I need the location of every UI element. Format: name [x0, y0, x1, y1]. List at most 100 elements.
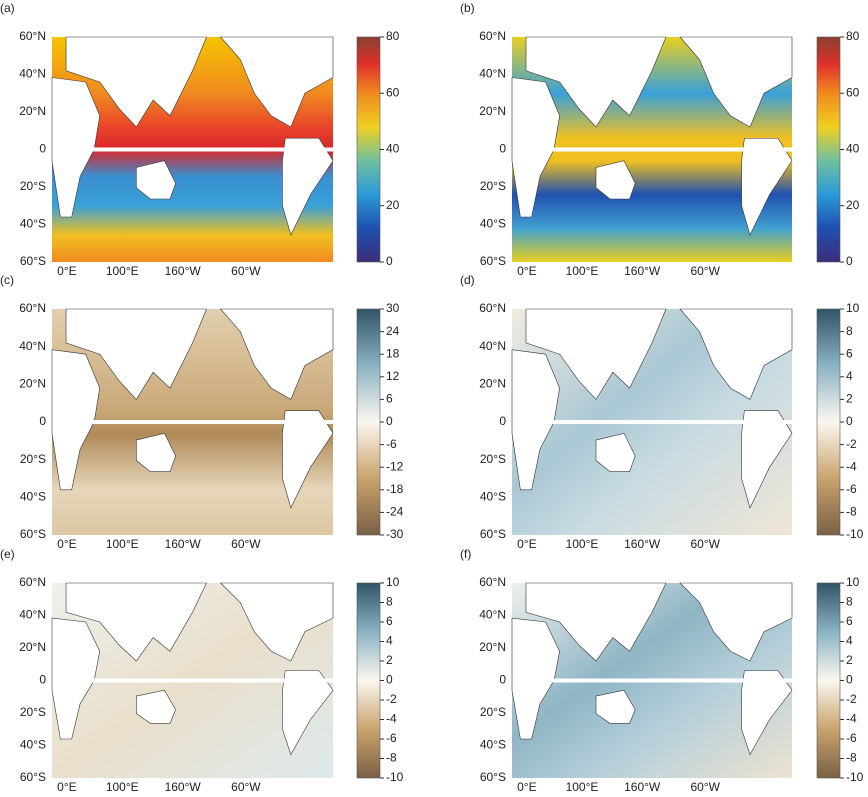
colorbar-tick-label: 18: [386, 346, 400, 360]
colorbar-tick-label: 20: [846, 198, 860, 212]
colorbar-tick-label: 6: [846, 614, 853, 628]
lat-tick-label: 40°S: [480, 738, 506, 752]
colorbar-tick-label: 0: [386, 254, 393, 268]
colorbar-tick-label: 0: [386, 673, 393, 687]
lat-tick-label: 60°N: [479, 29, 506, 43]
equator-band: [534, 147, 792, 152]
colorbar-tick-label: -4: [846, 712, 857, 726]
landmass: [679, 308, 793, 400]
lat-tick-label: 40°N: [19, 608, 46, 622]
colorbar-tick-label: -10: [386, 770, 404, 784]
lat-tick-label: 20°N: [19, 104, 46, 118]
colorbar-tick-label: -6: [386, 731, 397, 745]
lon-tick-label: 100°E: [566, 264, 599, 278]
lat-tick-label: 60°S: [20, 254, 46, 268]
panel: (c) 60°N 40°N 20°N 0 20°S 40°S 60°S 0°E 100°E 160°…: [0, 273, 404, 551]
lat-tick-label: 0: [499, 414, 506, 428]
lon-tick-label: 100°E: [106, 264, 139, 278]
landmass: [595, 160, 636, 200]
lat-tick-label: 20°N: [479, 640, 506, 654]
colorbar-tick-label: -24: [386, 505, 404, 519]
landmass: [136, 160, 176, 200]
panel-label: (e): [0, 547, 15, 561]
lat-tick-label: 40°S: [480, 490, 506, 504]
equator-band: [74, 147, 333, 152]
colorbar-tick-label: 2: [386, 653, 393, 667]
lat-tick-label: 60°N: [19, 29, 46, 43]
panel-label: (c): [0, 273, 14, 287]
colorbar-tick-label: -2: [846, 692, 857, 706]
colorbar-tick-label: 0: [846, 414, 853, 428]
lon-tick-label: 100°E: [106, 537, 139, 551]
landmass: [282, 137, 334, 236]
colorbar-tick-label: 6: [386, 392, 393, 406]
lon-tick-label: 60°W: [231, 264, 261, 278]
colorbar-tick-label: 60: [846, 85, 860, 99]
lat-tick-label: 60°S: [20, 527, 46, 541]
colorbar-tick-label: -8: [846, 751, 857, 765]
colorbar-tick-label: 8: [386, 595, 393, 609]
landmass: [219, 308, 334, 400]
landmass: [595, 689, 636, 724]
colorbar-tick-label: 6: [846, 346, 853, 360]
lon-tick-label: 60°W: [690, 537, 720, 551]
colorbar: [816, 308, 841, 536]
lat-tick-label: 40°N: [19, 339, 46, 353]
lat-tick-label: 0: [39, 414, 46, 428]
colorbar-tick-label: 0: [846, 254, 853, 268]
landmass: [219, 582, 334, 662]
lat-tick-label: 0: [499, 142, 506, 156]
lon-tick-label: 0°E: [517, 537, 536, 551]
lon-tick-label: 160°W: [165, 264, 202, 278]
lat-tick-label: 60°N: [19, 575, 46, 589]
colorbar-tick-label: -8: [846, 505, 857, 519]
lat-tick-label: 60°S: [480, 770, 506, 784]
landmass: [65, 308, 207, 400]
colorbar-tick-label: 8: [846, 595, 853, 609]
colorbar: [356, 582, 381, 779]
lat-tick-label: 20°N: [479, 377, 506, 391]
colorbar-tick-label: 4: [846, 634, 853, 648]
colorbar-tick-label: 40: [386, 142, 400, 156]
landmass: [525, 582, 667, 662]
colorbar: [356, 36, 381, 263]
landmass: [511, 77, 560, 218]
landmass: [219, 36, 334, 128]
lon-tick-label: 100°E: [566, 537, 599, 551]
lat-tick-label: 40°S: [480, 217, 506, 231]
colorbar-tick-label: -10: [846, 770, 864, 784]
lat-tick-label: 60°S: [480, 527, 506, 541]
panel: (e) 60°N 40°N 20°N 0 20°S 40°S 60°S 0°E 100°E 160°…: [0, 547, 404, 794]
landmass: [525, 308, 667, 400]
lat-tick-label: 60°N: [19, 301, 46, 315]
landmass: [282, 410, 334, 509]
colorbar-tick-label: 2: [846, 392, 853, 406]
colorbar-tick-label: -12: [386, 459, 404, 473]
lat-tick-label: 20°S: [20, 179, 46, 193]
landmass: [525, 36, 667, 128]
lon-tick-label: 0°E: [57, 780, 76, 794]
panel: (f) 60°N 40°N 20°N 0 20°S 40°S 60°S 0°E 100°E 160°…: [460, 547, 864, 794]
colorbar-tick-label: -6: [386, 437, 397, 451]
colorbar-tick-label: 10: [386, 575, 400, 589]
colorbar-tick-label: 6: [386, 614, 393, 628]
landmass: [595, 432, 636, 473]
panel: (d) 60°N 40°N 20°N 0 20°S 40°S 60°S 0°E 100°E 160°…: [460, 273, 864, 551]
lon-tick-label: 160°W: [624, 537, 661, 551]
lon-tick-label: 60°W: [231, 537, 261, 551]
equator-band: [534, 678, 792, 683]
lon-tick-label: 160°W: [624, 780, 661, 794]
lat-tick-label: 20°N: [479, 104, 506, 118]
colorbar-tick-label: -18: [386, 482, 404, 496]
landmass: [51, 349, 101, 491]
lat-tick-label: 40°S: [20, 490, 46, 504]
colorbar-tick-label: -6: [846, 482, 857, 496]
colorbar: [356, 308, 381, 536]
lat-tick-label: 40°N: [479, 339, 506, 353]
lat-tick-label: 20°S: [480, 179, 506, 193]
lat-tick-label: 20°N: [19, 640, 46, 654]
colorbar-tick-label: 80: [386, 29, 400, 43]
lon-tick-label: 0°E: [517, 780, 536, 794]
lon-tick-label: 0°E: [57, 264, 76, 278]
